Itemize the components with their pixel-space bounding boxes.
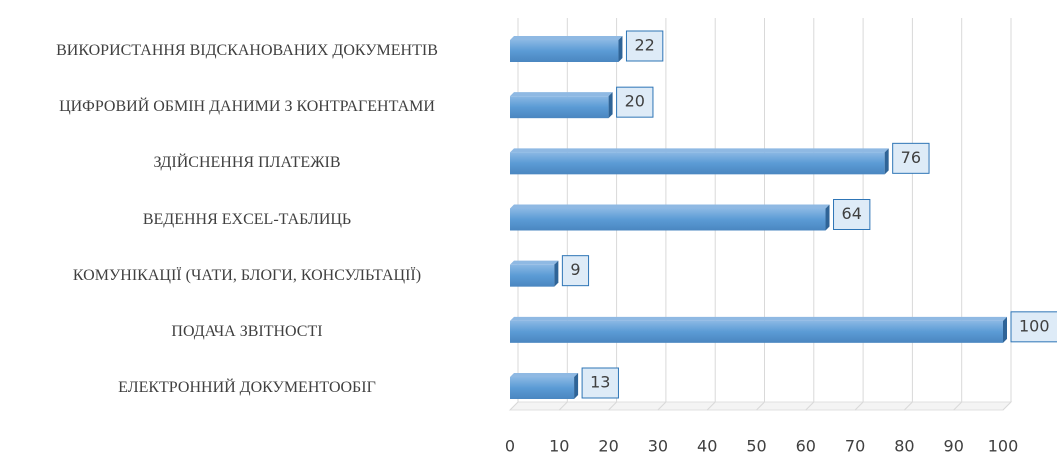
data-label-box	[1010, 311, 1057, 343]
grid-floor	[1002, 401, 1012, 411]
y-tick-label: ЕЛЕКТРОННИЙ ДОКУМЕНТООБІГ	[118, 379, 376, 396]
bar-top	[510, 316, 1007, 321]
data-label: 22	[634, 36, 654, 55]
y-tick-label: ПОДАЧА ЗВІТНОСТІ	[171, 322, 323, 340]
bar-top	[510, 373, 579, 377]
x-tick-label: 90	[944, 437, 964, 456]
x-tick-label: 30	[648, 437, 668, 456]
x-tick-label: 50	[746, 437, 766, 456]
y-tick-label: КОМУНІКАЦІЇ (ЧАТИ, БЛОГИ, КОНСУЛЬТАЦІЇ)	[72, 266, 422, 284]
x-tick-label: 20	[598, 437, 618, 456]
data-label-box	[625, 30, 664, 62]
data-label: 100	[1019, 316, 1050, 335]
bar-side	[1003, 316, 1007, 343]
data-label: 9	[570, 260, 580, 279]
x-tick-label: 80	[894, 437, 914, 456]
data-label: 20	[625, 92, 645, 111]
y-tick-label: ВЕДЕННЯ EXCEL-ТАБЛИЦЬ	[142, 210, 352, 228]
grid-floor	[657, 401, 667, 411]
bar-side	[618, 36, 623, 62]
data-label-box	[561, 255, 590, 287]
bar-side	[608, 92, 613, 119]
data-label-box	[892, 142, 930, 174]
bar	[510, 377, 575, 399]
grid-floor	[706, 401, 716, 411]
bar-side	[554, 260, 559, 287]
bar-top	[510, 36, 623, 40]
bar	[510, 264, 555, 287]
y-tick-label: ВИКОРИСТАННЯ ВІДСКАНОВАНИХ ДОКУМЕНТІВ	[56, 42, 438, 59]
bar	[510, 40, 619, 62]
grid-floor	[558, 401, 568, 411]
x-tick-label: 10	[549, 437, 569, 456]
x-tick-label: 100	[988, 437, 1019, 456]
x-tick-label: 60	[796, 437, 816, 456]
data-label-box	[833, 199, 871, 230]
bar	[510, 96, 609, 119]
bar-side	[574, 373, 579, 399]
x-tick-label: 40	[697, 437, 717, 456]
bar-top	[510, 148, 889, 153]
x-tick-label: 0	[505, 437, 515, 456]
grid-floor	[854, 401, 864, 411]
data-label: 76	[901, 148, 921, 167]
y-tick-label: ЗДІЙСНЕННЯ ПЛАТЕЖІВ	[153, 154, 341, 172]
y-tick-label: ЦИФРОВИЙ ОБМІН ДАНИМИ З КОНТРАГЕНТАМИ	[59, 98, 435, 116]
data-label-box	[581, 367, 619, 399]
bar-top	[510, 260, 559, 265]
bar-side	[825, 204, 830, 231]
bar	[510, 152, 885, 175]
bar-side	[884, 148, 889, 175]
data-label-box	[616, 86, 654, 118]
x-tick-label: 70	[845, 437, 865, 456]
bar	[510, 320, 1003, 343]
grid-floor	[756, 401, 765, 411]
grid-floor	[608, 401, 617, 411]
grid-floor	[904, 401, 913, 411]
data-label: 13	[590, 373, 610, 392]
data-label: 64	[842, 204, 862, 223]
grid-floor	[805, 401, 815, 411]
grid-floor	[953, 401, 963, 411]
grid-floor	[509, 401, 519, 411]
bar-top	[510, 204, 830, 209]
bar-top	[510, 92, 613, 97]
bar	[510, 208, 826, 231]
